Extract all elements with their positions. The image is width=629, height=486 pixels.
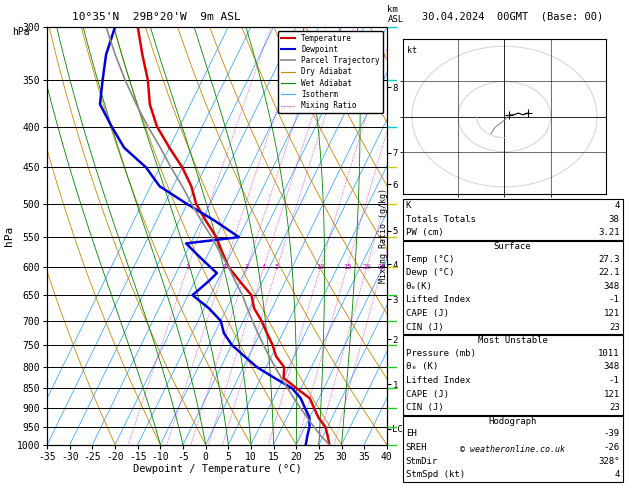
Text: 23: 23: [609, 323, 620, 331]
Text: 3.21: 3.21: [598, 228, 620, 237]
Text: 38: 38: [609, 215, 620, 224]
Text: 1011: 1011: [598, 349, 620, 358]
Text: EH: EH: [406, 430, 416, 438]
Text: 121: 121: [603, 309, 620, 318]
Text: 30.04.2024  00GMT  (Base: 00): 30.04.2024 00GMT (Base: 00): [422, 12, 603, 22]
Text: Totals Totals: Totals Totals: [406, 215, 476, 224]
Text: 5: 5: [275, 264, 279, 270]
Text: Temp (°C): Temp (°C): [406, 255, 454, 263]
Text: 1: 1: [186, 264, 190, 270]
Text: 23: 23: [609, 403, 620, 412]
Text: 328°: 328°: [598, 457, 620, 466]
Text: θₑ(K): θₑ(K): [406, 282, 433, 291]
Text: StmDir: StmDir: [406, 457, 438, 466]
Text: 4: 4: [262, 264, 266, 270]
Text: K: K: [406, 201, 411, 210]
Text: 348: 348: [603, 282, 620, 291]
Text: 15: 15: [343, 264, 352, 270]
Text: 10°35'N  29B°20'W  9m ASL: 10°35'N 29B°20'W 9m ASL: [72, 12, 241, 22]
Text: 4: 4: [614, 201, 620, 210]
Text: -1: -1: [609, 295, 620, 304]
Text: -1: -1: [609, 376, 620, 385]
Text: 20: 20: [362, 264, 371, 270]
Text: -26: -26: [603, 443, 620, 452]
Text: StmSpd (kt): StmSpd (kt): [406, 470, 465, 479]
Text: kt: kt: [407, 46, 417, 55]
Y-axis label: hPa: hPa: [4, 226, 14, 246]
Text: Lifted Index: Lifted Index: [406, 376, 470, 385]
Text: © weatheronline.co.uk: © weatheronline.co.uk: [460, 445, 565, 454]
Text: 348: 348: [603, 363, 620, 371]
Text: 121: 121: [603, 390, 620, 399]
Text: SREH: SREH: [406, 443, 427, 452]
Text: Dewp (°C): Dewp (°C): [406, 268, 454, 277]
Text: Mixing Ratio (g/kg): Mixing Ratio (g/kg): [379, 188, 388, 283]
Legend: Temperature, Dewpoint, Parcel Trajectory, Dry Adiabat, Wet Adiabat, Isotherm, Mi: Temperature, Dewpoint, Parcel Trajectory…: [279, 31, 383, 113]
Text: CIN (J): CIN (J): [406, 323, 443, 331]
X-axis label: Dewpoint / Temperature (°C): Dewpoint / Temperature (°C): [133, 465, 301, 474]
Text: Most Unstable: Most Unstable: [477, 336, 548, 345]
Text: CIN (J): CIN (J): [406, 403, 443, 412]
Text: -39: -39: [603, 430, 620, 438]
Text: 25: 25: [378, 264, 386, 270]
Text: 3: 3: [245, 264, 249, 270]
Text: CAPE (J): CAPE (J): [406, 390, 448, 399]
Text: 27.3: 27.3: [598, 255, 620, 263]
Text: Hodograph: Hodograph: [489, 417, 537, 426]
Text: hPa: hPa: [13, 27, 30, 37]
Text: Pressure (mb): Pressure (mb): [406, 349, 476, 358]
Text: PW (cm): PW (cm): [406, 228, 443, 237]
Text: 4: 4: [614, 470, 620, 479]
Text: Surface: Surface: [494, 242, 532, 251]
Text: Lifted Index: Lifted Index: [406, 295, 470, 304]
Text: km
ASL: km ASL: [387, 5, 404, 24]
Text: 2: 2: [222, 264, 226, 270]
Text: 10: 10: [316, 264, 325, 270]
Text: θₑ (K): θₑ (K): [406, 363, 438, 371]
Text: 22.1: 22.1: [598, 268, 620, 277]
Text: CAPE (J): CAPE (J): [406, 309, 448, 318]
